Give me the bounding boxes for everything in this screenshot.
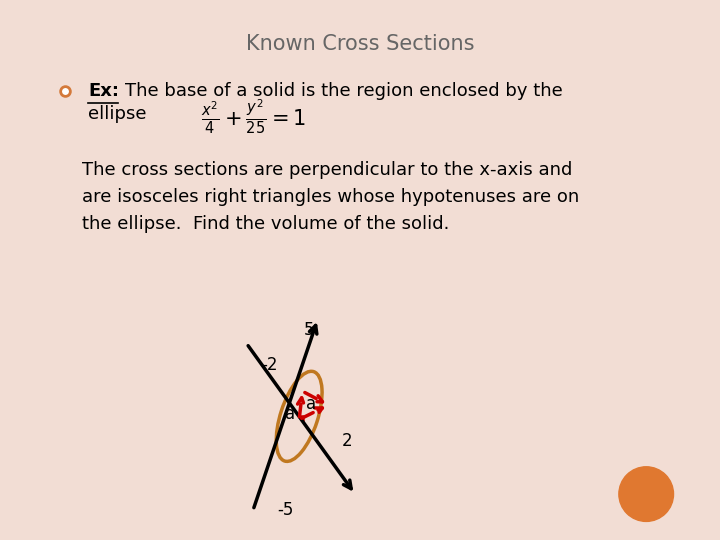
Text: Known Cross Sections: Known Cross Sections xyxy=(246,34,474,54)
Text: $\frac{x^2}{4}+\frac{y^2}{25}=1$: $\frac{x^2}{4}+\frac{y^2}{25}=1$ xyxy=(201,98,306,136)
Text: ellipse: ellipse xyxy=(89,105,147,124)
Text: 5: 5 xyxy=(304,321,314,340)
Text: Ex:: Ex: xyxy=(89,82,120,100)
Text: -5: -5 xyxy=(277,501,294,519)
Text: 2: 2 xyxy=(341,431,352,450)
Circle shape xyxy=(619,467,673,522)
Text: a: a xyxy=(306,395,316,413)
Text: The cross sections are perpendicular to the x-axis and
are isosceles right trian: The cross sections are perpendicular to … xyxy=(82,161,579,233)
Text: a: a xyxy=(285,406,296,423)
Text: -2: -2 xyxy=(261,355,277,374)
Text: The base of a solid is the region enclosed by the: The base of a solid is the region enclos… xyxy=(125,82,562,100)
